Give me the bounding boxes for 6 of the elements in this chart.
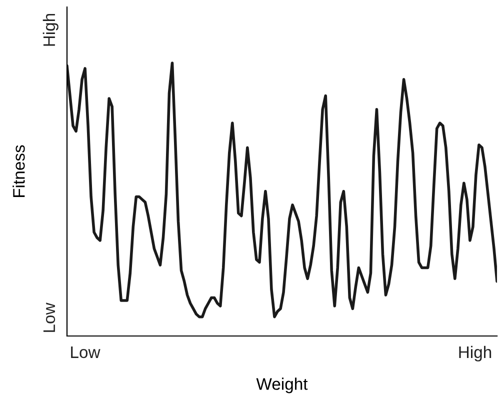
text: Low (43, 302, 56, 332)
text: High (42, 14, 58, 46)
y-axis-title: Fitness (12, 145, 25, 197)
x-axis-title: Weight (256, 378, 308, 394)
text: Low (71, 346, 100, 358)
text: High (459, 346, 492, 362)
